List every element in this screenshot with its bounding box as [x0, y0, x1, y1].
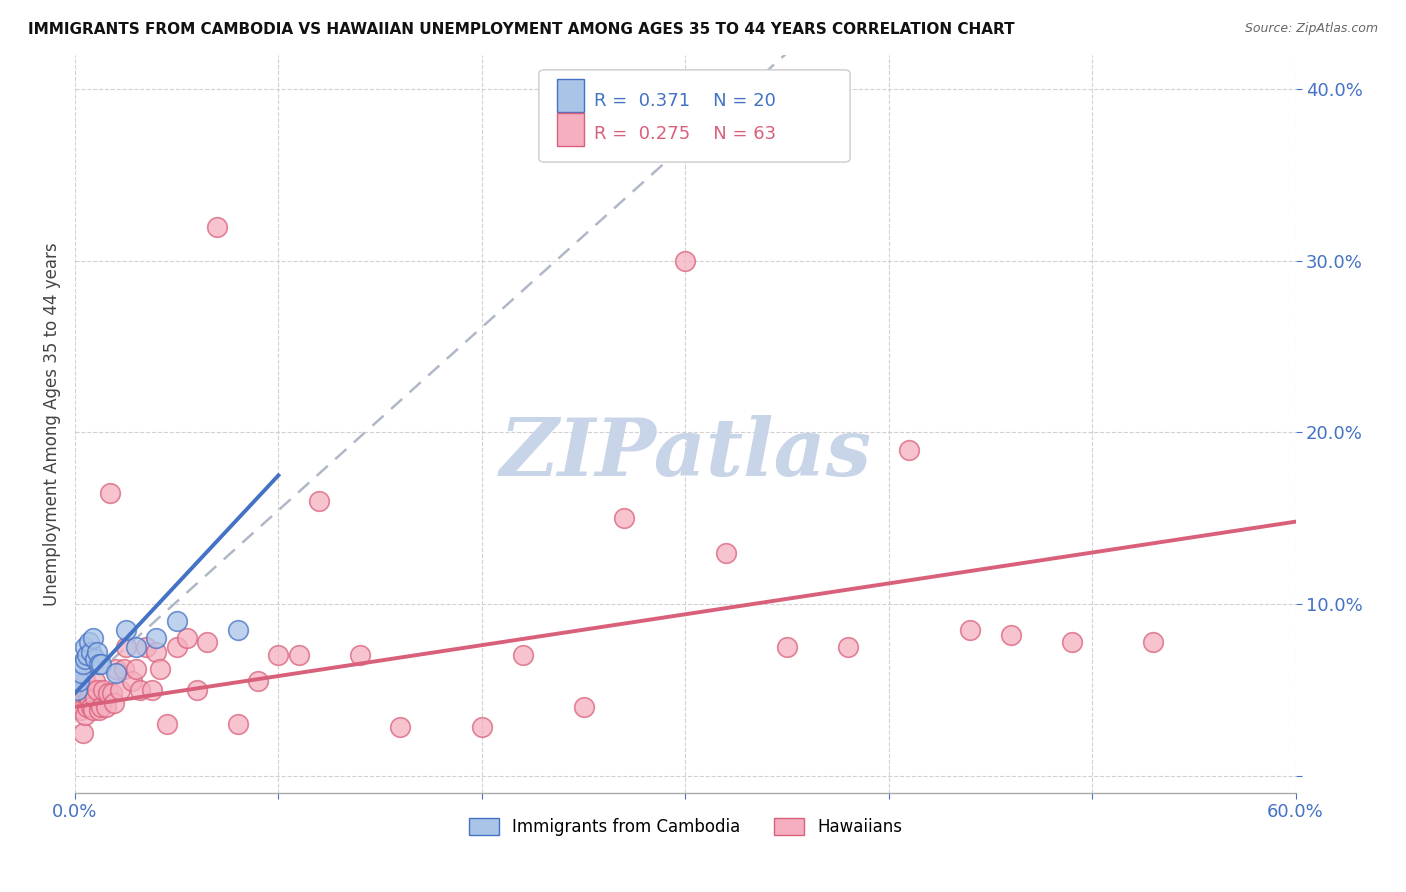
Point — [166, 614, 188, 628]
Text: R =  0.371    N = 20: R = 0.371 N = 20 — [593, 92, 776, 110]
Point — [226, 623, 249, 637]
Point — [166, 640, 188, 654]
Point — [93, 682, 115, 697]
Point — [104, 665, 127, 680]
Point — [714, 545, 737, 559]
Point — [82, 703, 104, 717]
Point — [207, 219, 229, 234]
Point — [898, 442, 921, 457]
Text: Source: ZipAtlas.com: Source: ZipAtlas.com — [1244, 22, 1378, 36]
Point — [70, 665, 93, 680]
Point — [349, 648, 371, 663]
Legend: Immigrants from Cambodia, Hawaiians: Immigrants from Cambodia, Hawaiians — [468, 818, 901, 836]
Point — [72, 725, 94, 739]
Point — [75, 674, 97, 689]
Point — [115, 640, 138, 654]
Point — [135, 640, 157, 654]
Point — [572, 699, 595, 714]
Point — [100, 686, 122, 700]
Point — [96, 686, 118, 700]
Point — [75, 640, 97, 654]
Point — [176, 632, 198, 646]
Point — [89, 657, 111, 671]
Point — [145, 632, 167, 646]
Point — [86, 682, 108, 697]
Point — [512, 648, 534, 663]
FancyBboxPatch shape — [557, 112, 583, 146]
Point — [837, 640, 859, 654]
Point — [82, 632, 104, 646]
Point — [84, 652, 107, 666]
Point — [84, 674, 107, 689]
Point — [108, 682, 131, 697]
Point — [1142, 634, 1164, 648]
Point — [226, 717, 249, 731]
FancyBboxPatch shape — [538, 70, 851, 162]
Point — [90, 657, 112, 671]
Point — [70, 703, 93, 717]
Point — [186, 682, 208, 697]
Point — [103, 697, 125, 711]
Point — [67, 682, 90, 697]
Text: IMMIGRANTS FROM CAMBODIA VS HAWAIIAN UNEMPLOYMENT AMONG AGES 35 TO 44 YEARS CORR: IMMIGRANTS FROM CAMBODIA VS HAWAIIAN UNE… — [28, 22, 1015, 37]
Point — [80, 645, 103, 659]
Point — [67, 697, 90, 711]
Point — [89, 703, 111, 717]
Point — [141, 682, 163, 697]
Point — [1060, 634, 1083, 648]
Point — [66, 686, 89, 700]
Point — [112, 662, 135, 676]
Point — [72, 657, 94, 671]
Point — [121, 674, 143, 689]
Point — [84, 691, 107, 706]
Point — [959, 623, 981, 637]
Point — [104, 662, 127, 676]
Point — [288, 648, 311, 663]
Point — [80, 699, 103, 714]
Point — [70, 691, 93, 706]
Point — [389, 721, 412, 735]
Point — [149, 662, 172, 676]
Point — [90, 699, 112, 714]
Point — [1000, 628, 1022, 642]
Point — [613, 511, 636, 525]
Point — [247, 674, 270, 689]
Point — [308, 494, 330, 508]
Point — [75, 652, 97, 666]
Point — [94, 699, 117, 714]
Text: ZIPatlas: ZIPatlas — [499, 415, 872, 492]
FancyBboxPatch shape — [557, 78, 583, 112]
Point — [155, 717, 177, 731]
Point — [76, 686, 98, 700]
Point — [75, 708, 97, 723]
Point — [125, 640, 148, 654]
Y-axis label: Unemployment Among Ages 35 to 44 years: Unemployment Among Ages 35 to 44 years — [44, 242, 60, 606]
Point — [267, 648, 290, 663]
Text: R =  0.275    N = 63: R = 0.275 N = 63 — [593, 125, 776, 144]
Point — [98, 485, 121, 500]
Point — [77, 682, 100, 697]
Point — [673, 254, 696, 268]
Point — [76, 648, 98, 663]
Point — [86, 645, 108, 659]
Point — [77, 691, 100, 706]
Point — [72, 682, 94, 697]
Point — [76, 699, 98, 714]
Point — [471, 721, 494, 735]
Point — [67, 674, 90, 689]
Point — [129, 682, 152, 697]
Point — [125, 662, 148, 676]
Point — [66, 682, 89, 697]
Point — [145, 645, 167, 659]
Point — [115, 623, 138, 637]
Point — [195, 634, 218, 648]
Point — [776, 640, 799, 654]
Point — [77, 634, 100, 648]
